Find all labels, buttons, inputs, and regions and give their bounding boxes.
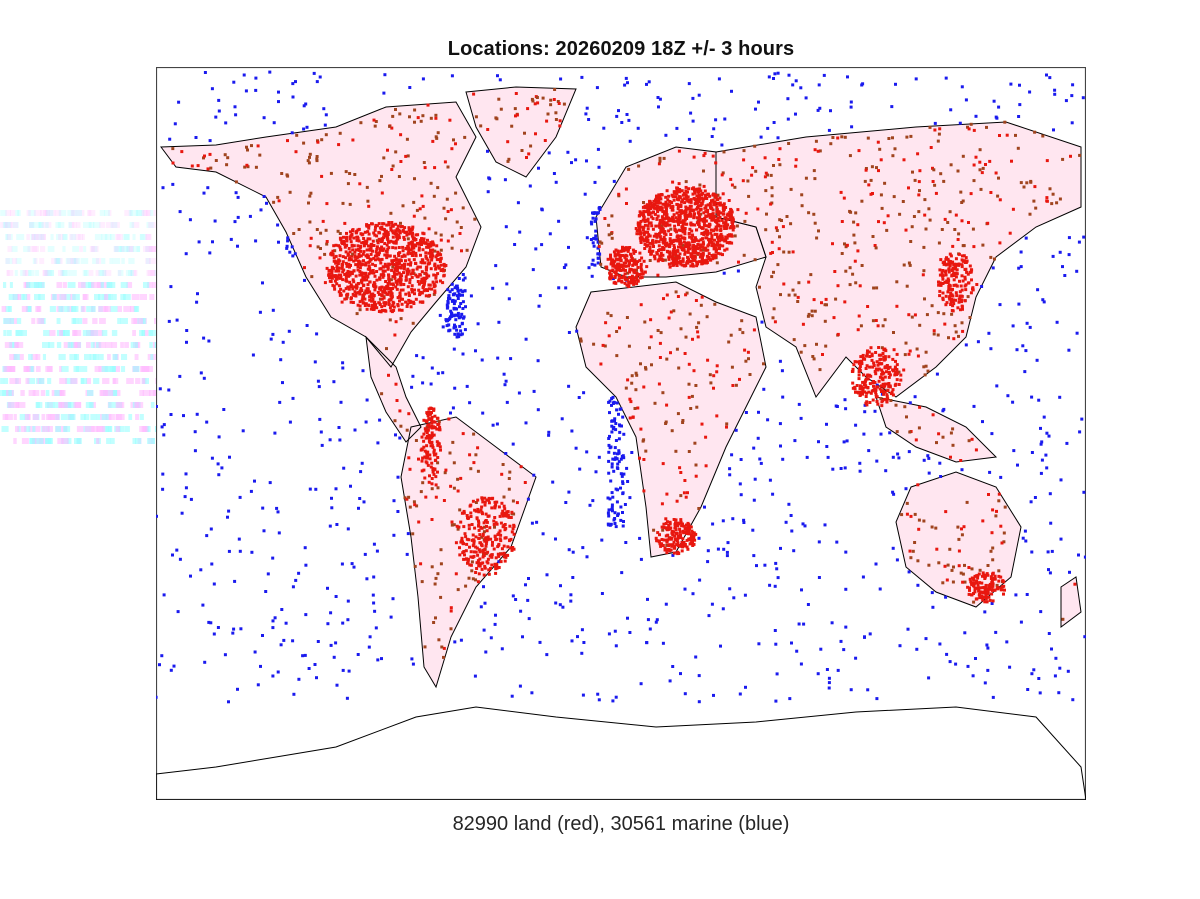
greenland-land-shading [466,87,576,177]
world-map-plot [156,67,1086,800]
camerica-coastline [365,335,422,443]
render-artifact [0,205,156,450]
marine-points [156,70,1086,704]
map-axes [156,67,1086,800]
land-points [171,88,1082,659]
nz-land-shading [1061,577,1081,627]
seasia-coastline [875,396,998,463]
greenland-coastline [465,86,577,178]
namerica-coastline [160,101,482,368]
camerica-land-shading [366,337,421,442]
nz-coastline [1060,576,1082,628]
coastline-layer [156,86,1086,800]
africa-land-shading [576,282,766,557]
chart-title: Locations: 20260209 18Z +/- 3 hours [447,38,795,60]
chart-xlabel-counts: 82990 land (red), 30561 marine (blue) [452,813,790,835]
seasia-land-shading [876,397,996,462]
asia-land-shading [716,122,1081,397]
samerica-coastline [400,416,537,689]
antarctica-coastline [156,706,1086,800]
australia-coastline [895,471,1022,608]
